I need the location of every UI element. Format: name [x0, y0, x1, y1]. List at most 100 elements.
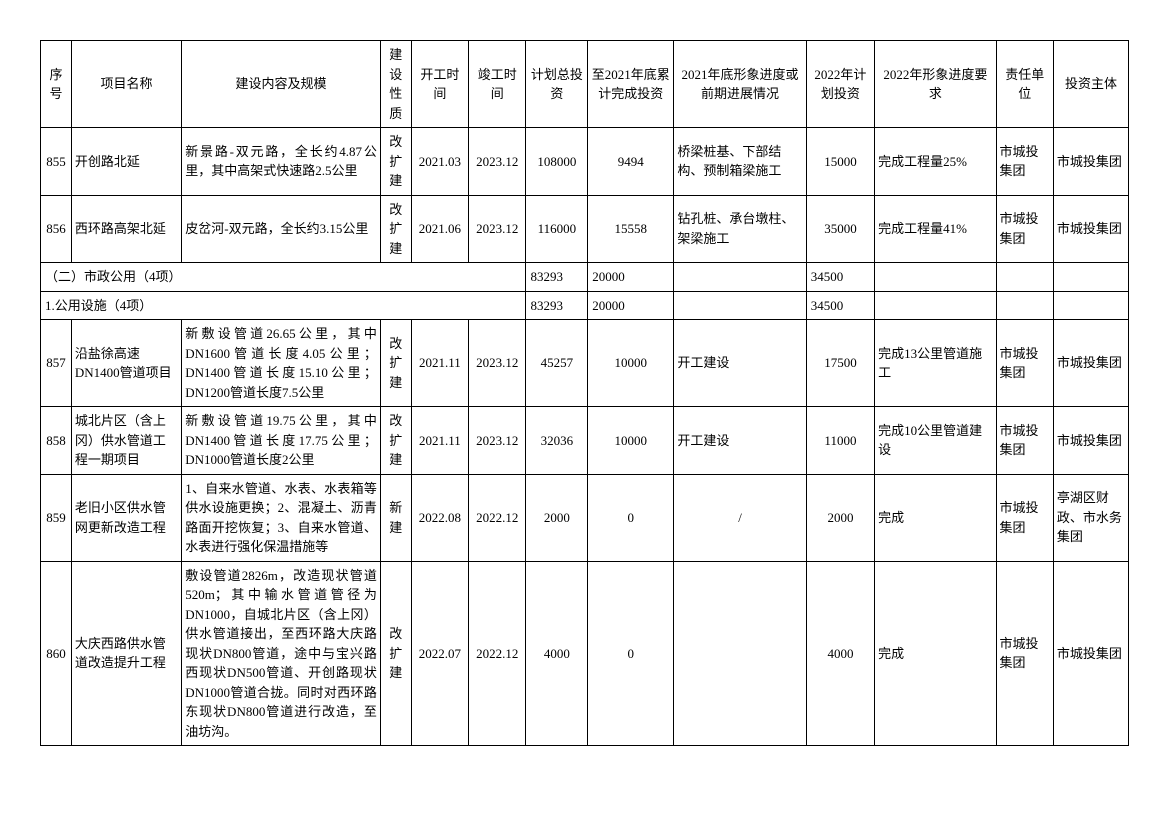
cell: 15000 — [806, 128, 874, 196]
cell — [875, 263, 996, 292]
cell — [875, 291, 996, 320]
cell: 改扩建 — [380, 561, 411, 746]
cell: 皮岔河-双元路，全长约3.15公里 — [182, 195, 381, 263]
cell: 市城投集团 — [1053, 561, 1128, 746]
cell: 亭湖区财政、市水务集团 — [1053, 474, 1128, 561]
table-row: 855开创路北延新景路-双元路，全长约4.87公里，其中高架式快速路2.5公里改… — [41, 128, 1129, 196]
cell: 2021.11 — [411, 407, 468, 475]
cell: 完成工程量25% — [875, 128, 996, 196]
cell: 11000 — [806, 407, 874, 475]
cell: 116000 — [526, 195, 588, 263]
section-label: 1.公用设施（4项） — [41, 291, 526, 320]
cell: 860 — [41, 561, 72, 746]
cell: 西环路高架北延 — [71, 195, 181, 263]
cell — [996, 263, 1053, 292]
cell: 改扩建 — [380, 128, 411, 196]
cell: 市城投集团 — [996, 195, 1053, 263]
col-header: 建设内容及规模 — [182, 41, 381, 128]
cell: 0 — [588, 561, 674, 746]
cell: 17500 — [806, 320, 874, 407]
col-header: 开工时间 — [411, 41, 468, 128]
col-header: 责任单位 — [996, 41, 1053, 128]
cell: 完成工程量41% — [875, 195, 996, 263]
cell: 开工建设 — [674, 407, 806, 475]
cell — [1053, 291, 1128, 320]
table-row: 857沿盐徐高速DN1400管道项目新敷设管道26.65公里，其中DN1600管… — [41, 320, 1129, 407]
cell: 20000 — [588, 263, 674, 292]
cell: 城北片区（含上冈）供水管道工程一期项目 — [71, 407, 181, 475]
cell: / — [674, 474, 806, 561]
cell: 桥梁桩基、下部结构、预制箱梁施工 — [674, 128, 806, 196]
cell: 改扩建 — [380, 195, 411, 263]
col-header: 2022年计划投资 — [806, 41, 874, 128]
cell: 2022.12 — [469, 561, 526, 746]
cell: 2022.12 — [469, 474, 526, 561]
cell: 老旧小区供水管网更新改造工程 — [71, 474, 181, 561]
cell: 改扩建 — [380, 407, 411, 475]
cell: 2021.03 — [411, 128, 468, 196]
cell: 2022.08 — [411, 474, 468, 561]
cell: 856 — [41, 195, 72, 263]
cell — [1053, 263, 1128, 292]
table-header: 序号项目名称建设内容及规模建设性质开工时间竣工时间计划总投资至2021年底累计完… — [41, 41, 1129, 128]
cell: 新敷设管道19.75公里，其中DN1400管道长度17.75公里；DN1000管… — [182, 407, 381, 475]
cell: 2021.06 — [411, 195, 468, 263]
cell: 新敷设管道26.65公里，其中DN1600管道长度4.05公里；DN1400管道… — [182, 320, 381, 407]
cell: 10000 — [588, 407, 674, 475]
table-row: 859老旧小区供水管网更新改造工程1、自来水管道、水表、水表箱等供水设施更换；2… — [41, 474, 1129, 561]
cell: 沿盐徐高速DN1400管道项目 — [71, 320, 181, 407]
cell: 108000 — [526, 128, 588, 196]
cell: 2022.07 — [411, 561, 468, 746]
cell: 市城投集团 — [1053, 320, 1128, 407]
cell: 完成 — [875, 474, 996, 561]
cell: 83293 — [526, 291, 588, 320]
cell — [674, 291, 806, 320]
cell: 35000 — [806, 195, 874, 263]
cell: 市城投集团 — [996, 561, 1053, 746]
cell: 完成10公里管道建设 — [875, 407, 996, 475]
cell: 2023.12 — [469, 195, 526, 263]
col-header: 2021年底形象进度或前期进展情况 — [674, 41, 806, 128]
cell — [674, 561, 806, 746]
cell: 45257 — [526, 320, 588, 407]
cell: 15558 — [588, 195, 674, 263]
cell: 市城投集团 — [1053, 407, 1128, 475]
cell: 开工建设 — [674, 320, 806, 407]
col-header: 序号 — [41, 41, 72, 128]
col-header: 计划总投资 — [526, 41, 588, 128]
cell: 大庆西路供水管道改造提升工程 — [71, 561, 181, 746]
cell: 858 — [41, 407, 72, 475]
project-table: 序号项目名称建设内容及规模建设性质开工时间竣工时间计划总投资至2021年底累计完… — [40, 40, 1129, 746]
cell — [674, 263, 806, 292]
cell: 2000 — [806, 474, 874, 561]
cell: 改扩建 — [380, 320, 411, 407]
cell: 市城投集团 — [1053, 128, 1128, 196]
cell: 34500 — [806, 263, 874, 292]
cell: 4000 — [806, 561, 874, 746]
cell: 市城投集团 — [996, 407, 1053, 475]
cell: 2023.12 — [469, 320, 526, 407]
cell: 敷设管道2826m，改造现状管道520m；其中输水管道管径为DN1000，自城北… — [182, 561, 381, 746]
cell: 10000 — [588, 320, 674, 407]
cell: 83293 — [526, 263, 588, 292]
table-row: （二）市政公用（4项）832932000034500 — [41, 263, 1129, 292]
col-header: 竣工时间 — [469, 41, 526, 128]
cell: 4000 — [526, 561, 588, 746]
table-row: 858城北片区（含上冈）供水管道工程一期项目新敷设管道19.75公里，其中DN1… — [41, 407, 1129, 475]
cell: 9494 — [588, 128, 674, 196]
table-row: 1.公用设施（4项）832932000034500 — [41, 291, 1129, 320]
cell: 0 — [588, 474, 674, 561]
cell: 2021.11 — [411, 320, 468, 407]
table-row: 856西环路高架北延皮岔河-双元路，全长约3.15公里改扩建2021.06202… — [41, 195, 1129, 263]
col-header: 投资主体 — [1053, 41, 1128, 128]
cell: 市城投集团 — [1053, 195, 1128, 263]
cell: 完成13公里管道施工 — [875, 320, 996, 407]
col-header: 2022年形象进度要求 — [875, 41, 996, 128]
cell: 2000 — [526, 474, 588, 561]
col-header: 建设性质 — [380, 41, 411, 128]
cell: 完成 — [875, 561, 996, 746]
cell — [996, 291, 1053, 320]
cell: 开创路北延 — [71, 128, 181, 196]
cell: 857 — [41, 320, 72, 407]
cell: 新建 — [380, 474, 411, 561]
